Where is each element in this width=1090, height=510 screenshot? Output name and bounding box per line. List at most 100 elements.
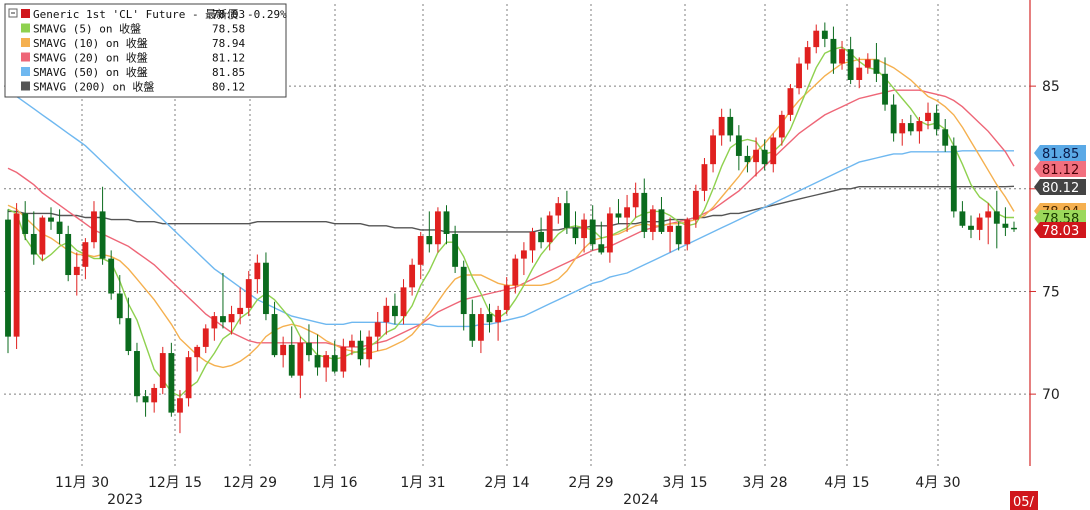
- candle-down: [933, 104, 940, 136]
- candle-down: [907, 114, 914, 136]
- candle-body: [692, 190, 699, 220]
- candle-up: [151, 383, 158, 413]
- candle-body: [529, 231, 536, 251]
- candle-body: [512, 258, 519, 286]
- candle-down: [658, 197, 665, 234]
- candle-body: [744, 155, 751, 163]
- candle-body: [753, 149, 759, 163]
- candle-body: [374, 322, 381, 337]
- candle-body: [813, 30, 820, 48]
- x-tick-label: 12月 15: [148, 475, 202, 491]
- candle-up: [520, 242, 527, 276]
- candle-body: [434, 211, 441, 245]
- candle-up: [349, 334, 355, 356]
- candle-body: [73, 266, 80, 276]
- candle-body: [675, 225, 682, 245]
- candle-body: [761, 149, 768, 165]
- candle-down: [873, 43, 880, 83]
- candle-body: [847, 49, 854, 80]
- candle-up: [925, 102, 931, 130]
- candle-down: [65, 225, 72, 282]
- candle-down: [99, 186, 106, 265]
- value-tag: 81.12: [1034, 161, 1086, 178]
- candle-body: [151, 387, 158, 403]
- candle-body: [718, 116, 725, 136]
- legend-label: SMAVG (10) on 收盤: [33, 36, 148, 50]
- candle-up: [297, 336, 304, 399]
- candle-down: [727, 108, 734, 142]
- candle-body: [864, 59, 871, 68]
- candle-up: [409, 258, 416, 296]
- candle-up: [555, 197, 562, 224]
- candle-body: [297, 342, 304, 376]
- candle-up: [649, 205, 656, 241]
- candle-body: [443, 211, 450, 234]
- candle-up: [692, 184, 699, 228]
- x-tick-label: 11月 30: [55, 475, 109, 491]
- legend-label: Generic 1st 'CL' Future - 最新價: [33, 7, 238, 21]
- candle-down: [125, 297, 132, 356]
- candle-body: [357, 340, 364, 360]
- candle-body: [159, 353, 166, 388]
- x-tick-label: 3月 28: [742, 475, 787, 491]
- candle-up: [374, 312, 381, 352]
- candle-up: [753, 137, 759, 177]
- legend-label: SMAVG (5) on 收盤: [33, 22, 141, 36]
- candle-up: [185, 351, 192, 407]
- candle-down: [306, 324, 312, 362]
- candle-body: [1011, 227, 1017, 230]
- value-tag-bg: [1034, 145, 1086, 161]
- candle-body: [770, 137, 777, 165]
- candle-down: [116, 275, 123, 325]
- candle-up: [701, 158, 708, 202]
- candle-body: [821, 30, 828, 39]
- candle-down: [882, 57, 888, 111]
- candle-down: [56, 209, 63, 245]
- candle-body: [933, 112, 940, 130]
- candle-body: [778, 114, 785, 138]
- moving-averages: [7, 46, 1015, 398]
- candle-body: [950, 145, 957, 212]
- candle-down: [142, 390, 149, 417]
- candle-down: [443, 205, 450, 245]
- candle-up: [237, 287, 244, 325]
- candle-down: [486, 303, 493, 333]
- candle-body: [624, 207, 631, 218]
- candle-up: [495, 305, 502, 341]
- candle-body: [839, 49, 845, 64]
- candle-body: [22, 213, 29, 234]
- axes: 70 75 85 11月 30 12月 15 12月 29 1月 16 1月 31 2月 14 2…: [55, 0, 1060, 510]
- edge-date-label: 05/: [1013, 495, 1035, 510]
- legend-value: 80.12: [212, 81, 245, 94]
- candle-body: [5, 219, 11, 337]
- candle-body: [228, 314, 235, 323]
- candle-down: [589, 205, 596, 251]
- value-tag-text: 80.12: [1042, 181, 1079, 196]
- legend-item: SMAVG (20) on 收盤 81.12: [21, 51, 245, 65]
- candle-body: [598, 244, 605, 253]
- candle-down: [22, 201, 29, 241]
- y-tick-label: 75: [1042, 284, 1060, 300]
- candle-body: [873, 59, 880, 74]
- candle-body: [306, 342, 312, 356]
- candle-up: [804, 40, 811, 70]
- candles: [5, 22, 1017, 434]
- candle-down: [942, 118, 949, 152]
- candle-down: [641, 178, 648, 239]
- candle-body: [185, 357, 192, 399]
- candle-body: [572, 227, 579, 239]
- candle-body: [426, 236, 433, 245]
- candle-body: [271, 314, 278, 356]
- legend-swatch: [21, 9, 30, 18]
- candle-body: [331, 355, 338, 372]
- candle-down: [288, 326, 295, 378]
- sma200-line: [8, 185, 1015, 233]
- candle-up: [159, 346, 166, 395]
- candle-body: [1002, 223, 1009, 228]
- candle-body: [125, 318, 132, 352]
- candle-body: [856, 67, 863, 80]
- candle-up: [323, 351, 330, 382]
- candle-down: [538, 217, 545, 249]
